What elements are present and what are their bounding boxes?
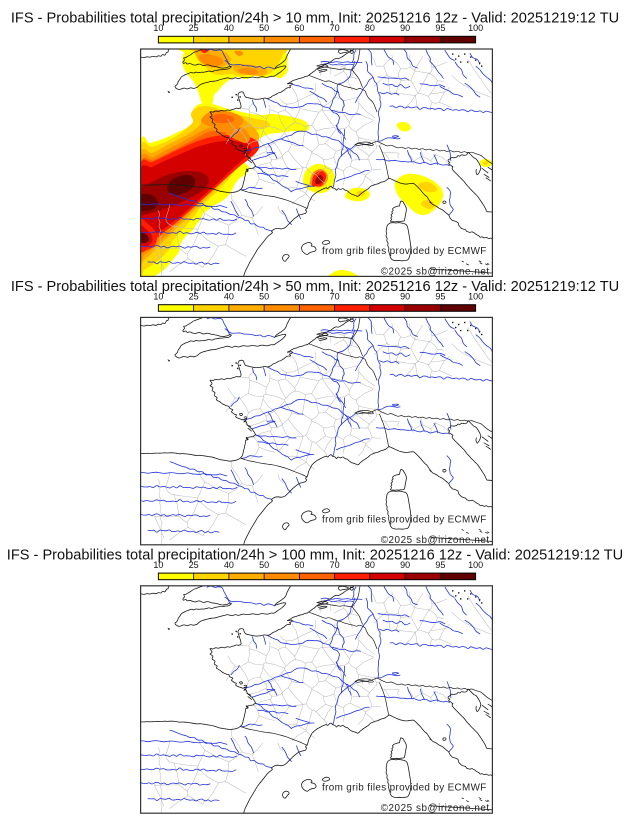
svg-text:25: 25 — [189, 23, 199, 33]
svg-text:100: 100 — [468, 560, 483, 570]
svg-text:90: 90 — [400, 560, 410, 570]
svg-text:IFS - Probabilities total prec: IFS - Probabilities total precipitation/… — [11, 11, 619, 27]
svg-text:40: 40 — [224, 292, 234, 302]
svg-text:IFS - Probabilities total prec: IFS - Probabilities total precipitation/… — [7, 547, 623, 563]
svg-text:10: 10 — [153, 292, 163, 302]
svg-text:60: 60 — [294, 560, 304, 570]
svg-text:90: 90 — [400, 292, 410, 302]
svg-text:60: 60 — [294, 23, 304, 33]
svg-text:100: 100 — [468, 292, 483, 302]
svg-text:80: 80 — [365, 560, 375, 570]
svg-text:70: 70 — [330, 560, 340, 570]
svg-text:70: 70 — [330, 292, 340, 302]
svg-text:70: 70 — [330, 23, 340, 33]
svg-text:10: 10 — [153, 23, 163, 33]
svg-text:80: 80 — [365, 292, 375, 302]
svg-text:40: 40 — [224, 23, 234, 33]
svg-text:10: 10 — [153, 560, 163, 570]
svg-text:60: 60 — [294, 292, 304, 302]
svg-text:IFS - Probabilities total prec: IFS - Probabilities total precipitation/… — [11, 279, 619, 295]
svg-text:50: 50 — [259, 23, 269, 33]
svg-text:95: 95 — [435, 560, 445, 570]
svg-text:95: 95 — [435, 292, 445, 302]
svg-text:40: 40 — [224, 560, 234, 570]
svg-text:25: 25 — [189, 292, 199, 302]
svg-text:95: 95 — [435, 23, 445, 33]
svg-text:25: 25 — [189, 560, 199, 570]
svg-text:50: 50 — [259, 292, 269, 302]
svg-text:80: 80 — [365, 23, 375, 33]
svg-text:50: 50 — [259, 560, 269, 570]
svg-text:90: 90 — [400, 23, 410, 33]
svg-text:100: 100 — [468, 23, 483, 33]
